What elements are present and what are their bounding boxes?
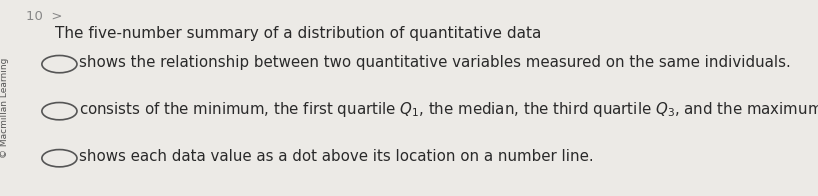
Text: consists of the minimum, the first quartile $Q_1$, the median, the third quartil: consists of the minimum, the first quart… <box>79 100 818 119</box>
Text: 10  >: 10 > <box>26 10 62 23</box>
Text: shows each data value as a dot above its location on a number line.: shows each data value as a dot above its… <box>79 149 593 164</box>
Text: The five-number summary of a distribution of quantitative data: The five-number summary of a distributio… <box>55 26 541 42</box>
Text: © Macmillan Learning: © Macmillan Learning <box>0 58 10 158</box>
Text: shows the relationship between two quantitative variables measured on the same i: shows the relationship between two quant… <box>79 55 790 70</box>
